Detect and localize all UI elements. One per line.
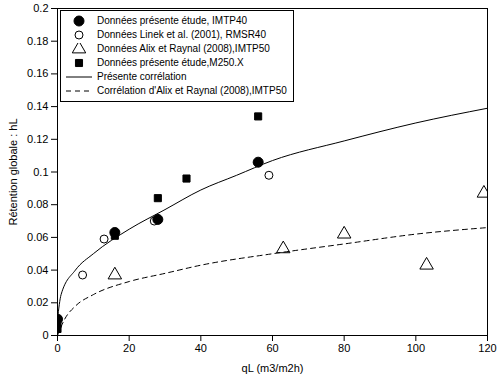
svg-text:20: 20 [123, 342, 135, 354]
svg-text:qL (m3/m2h): qL (m3/m2h) [242, 362, 304, 374]
svg-text:0.08: 0.08 [27, 198, 48, 210]
html-text:Corrélation d'Alix et Raynal (: Corrélation d'Alix et Raynal (2008),IMTP… [97, 85, 287, 96]
html-text:Données présente étude, IMTP40: Données présente étude, IMTP40 [97, 15, 248, 26]
html-text:Données Alix et Raynal (2008),: Données Alix et Raynal (2008),IMTP50 [97, 43, 270, 54]
svg-text:0.1: 0.1 [33, 166, 48, 178]
html-text:Présente corrélation: Présente corrélation [97, 71, 187, 82]
svg-text:0.12: 0.12 [27, 133, 48, 145]
svg-text:0.16: 0.16 [27, 67, 48, 79]
html-text:Données Linek et al. (2001), R: Données Linek et al. (2001), RMSR40 [97, 29, 266, 40]
svg-text:0.04: 0.04 [27, 264, 48, 276]
svg-text:Rétention globale : hL: Rétention globale : hL [7, 118, 19, 225]
svg-text:0: 0 [42, 329, 48, 341]
svg-text:60: 60 [266, 342, 278, 354]
svg-text:0.14: 0.14 [27, 100, 48, 112]
svg-text:0.18: 0.18 [27, 35, 48, 47]
html-text:Données présente étude,M250.X: Données présente étude,M250.X [97, 57, 244, 68]
svg-text:0: 0 [54, 342, 60, 354]
svg-text:0.06: 0.06 [27, 231, 48, 243]
svg-text:100: 100 [407, 342, 425, 354]
svg-text:40: 40 [195, 342, 207, 354]
svg-text:0.2: 0.2 [33, 2, 48, 14]
svg-text:120: 120 [478, 342, 496, 354]
svg-text:0.02: 0.02 [27, 296, 48, 308]
svg-text:80: 80 [338, 342, 350, 354]
